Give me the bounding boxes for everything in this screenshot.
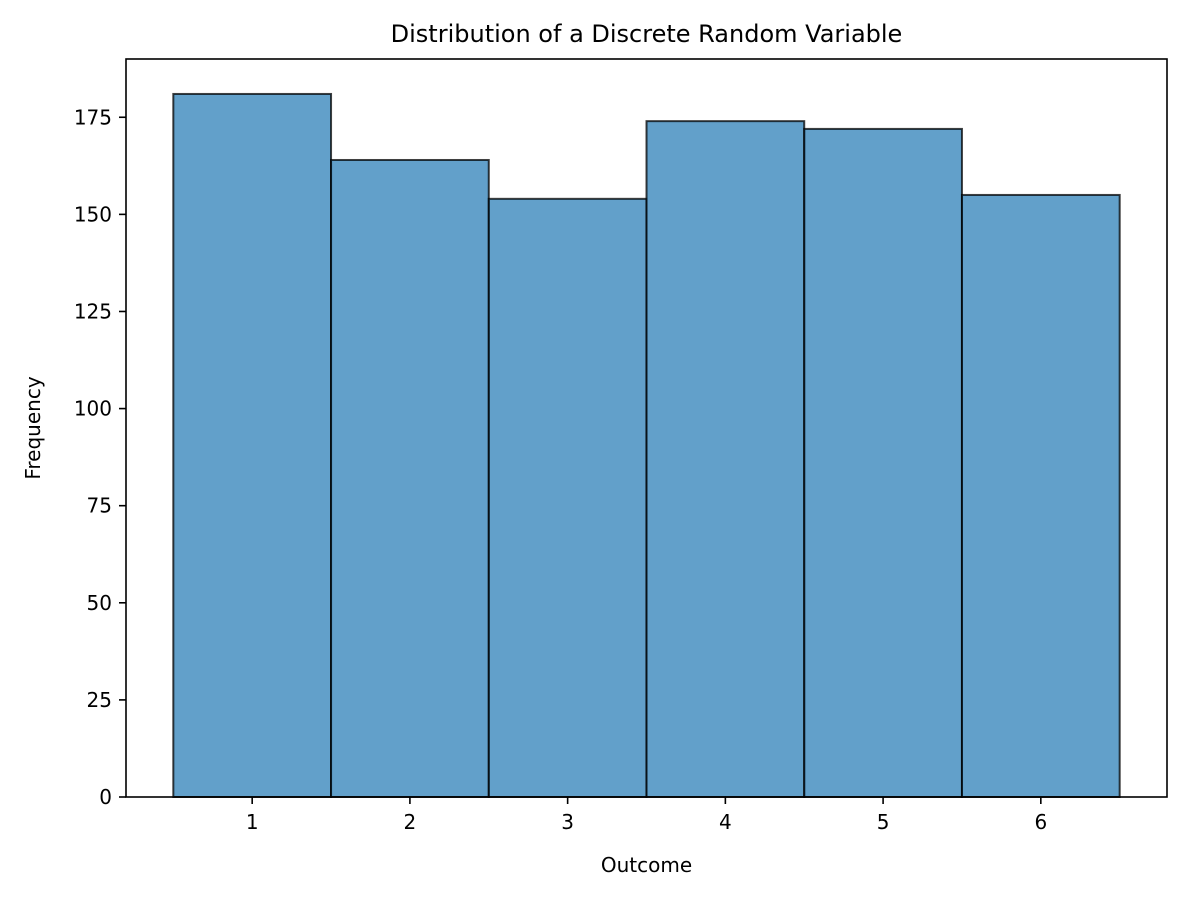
- chart-title: Distribution of a Discrete Random Variab…: [391, 20, 903, 48]
- x-tick-label: 3: [561, 810, 574, 834]
- y-tick-label: 100: [74, 397, 112, 421]
- bar-outcome-4: [645, 120, 806, 799]
- bar-outcome-1: [172, 92, 333, 799]
- bar-outcome-2: [330, 158, 490, 798]
- x-tick-label: 1: [246, 810, 259, 834]
- x-axis-label: Outcome: [601, 853, 692, 877]
- plot-area-frame: [125, 58, 1168, 798]
- x-tick-label: 6: [1034, 810, 1047, 834]
- y-tick-label: 75: [87, 494, 112, 518]
- y-tick-label: 175: [74, 105, 112, 129]
- x-tick-label: 5: [877, 810, 890, 834]
- y-tick-label: 50: [87, 591, 112, 615]
- y-axis-label: Frequency: [21, 376, 45, 479]
- bar-outcome-6: [960, 193, 1121, 798]
- y-tick-label: 150: [74, 202, 112, 226]
- y-tick-label: 0: [99, 785, 112, 809]
- x-axis-ticks: 1 2 3 4 5 6: [246, 797, 1047, 834]
- y-axis-ticks: 0 25 50 75 100 125 150 175: [74, 105, 126, 809]
- bar-outcome-3: [487, 197, 648, 798]
- bar-outcome-5: [803, 127, 963, 799]
- bars-group: [172, 92, 1121, 799]
- x-tick-label: 2: [404, 810, 417, 834]
- x-tick-label: 4: [719, 810, 732, 834]
- y-tick-label: 25: [87, 688, 112, 712]
- y-tick-label: 125: [74, 299, 112, 323]
